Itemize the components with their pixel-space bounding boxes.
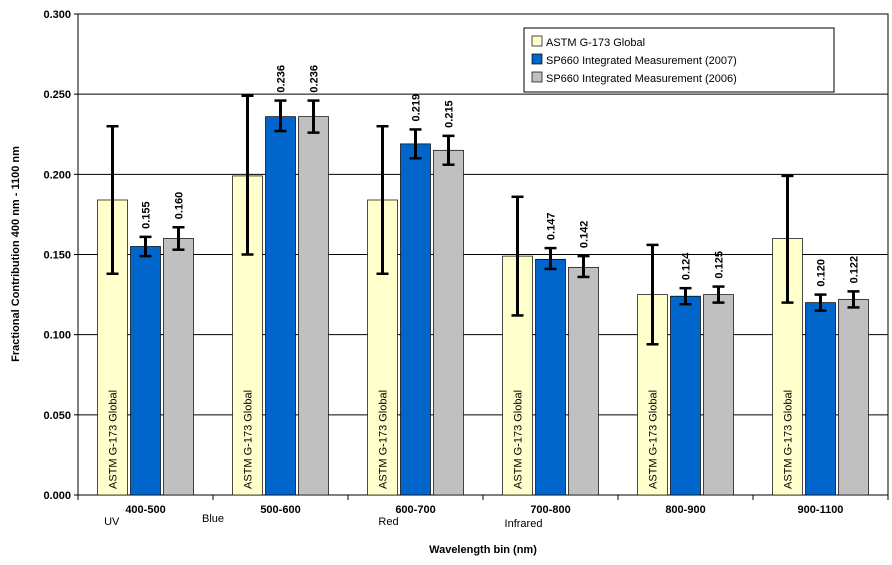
legend-swatch: [531, 35, 543, 47]
data-label: 0.124: [681, 252, 693, 280]
bar-3-700-800: [568, 266, 599, 496]
band-labels: UV Blue Red Infrared: [104, 513, 542, 530]
bar-3-800-900: [703, 294, 734, 496]
bar-3-600-700: [433, 149, 464, 496]
legend-entry: ASTM G-173 Global: [546, 37, 645, 49]
bar-2-400-500: [130, 246, 161, 496]
bar-2-700-800: [535, 258, 566, 496]
x-tick-label: 700-800: [530, 504, 570, 516]
data-label: 0.155: [141, 201, 153, 229]
x-tick-label: 900-1100: [798, 504, 844, 516]
legend: ASTM G-173 Global SP660 Integrated Measur…: [523, 27, 835, 93]
y-tick-label: 0.150: [43, 250, 71, 262]
bar-inner-label: ASTM G-173 Global: [108, 390, 120, 489]
bar-inner-label: ASTM G-173 Global: [783, 390, 795, 489]
y-axis-label: Fractional Contribution 400 nm - 1100 nm: [10, 146, 22, 362]
x-tick-label: 400-500: [125, 504, 165, 516]
y-tick-label: 0.050: [43, 410, 71, 422]
y-tick-label: 0.300: [43, 9, 71, 21]
data-label: 0.219: [411, 94, 423, 122]
data-label: 0.125: [714, 251, 726, 279]
bar-inner-label: ASTM G-173 Global: [513, 390, 525, 489]
data-label: 0.142: [579, 221, 591, 249]
y-tick-label: 0.200: [43, 169, 71, 181]
legend-swatch: [531, 53, 543, 65]
bar-inner-label: ASTM G-173 Global: [243, 390, 255, 489]
data-label: 0.147: [546, 213, 558, 241]
data-label: 0.160: [174, 192, 186, 220]
bar-inner-label: ASTM G-173 Global: [648, 390, 660, 489]
y-tick-label: 0.100: [43, 330, 71, 342]
legend-entry: SP660 Integrated Measurement (2006): [546, 73, 737, 85]
bar-3-900-1100: [838, 299, 869, 496]
x-axis-label: Wavelength bin (nm): [429, 544, 537, 556]
bar-2-900-1100: [805, 302, 836, 496]
bar-2-600-700: [400, 143, 431, 496]
grid-lines: [78, 93, 888, 416]
x-tick-label: 600-700: [395, 504, 435, 516]
bar-3-400-500: [163, 238, 194, 496]
data-label: 0.236: [276, 65, 288, 93]
legend-entry: SP660 Integrated Measurement (2007): [546, 55, 737, 67]
x-axis-ticks: 400-500 500-600 600-700 700-800 800-900 900-1…: [77, 495, 889, 516]
legend-swatch: [531, 71, 543, 83]
bar-2-500-600: [265, 116, 296, 496]
y-tick-label: 0.250: [43, 89, 71, 101]
band-label: UV: [104, 516, 120, 528]
band-label: Blue: [202, 513, 224, 525]
bar-inner-label: ASTM G-173 Global: [378, 390, 390, 489]
data-label: 0.122: [849, 256, 861, 284]
y-tick-label: 0.000: [43, 490, 71, 502]
x-tick-label: 800-900: [665, 504, 705, 516]
band-label: Infrared: [505, 518, 543, 530]
band-label: Red: [378, 516, 398, 528]
bar-3-500-600: [298, 116, 329, 496]
bar-2-800-900: [670, 295, 701, 496]
data-label: 0.120: [816, 259, 828, 287]
data-labels: ASTM G-173 Global 0.155 0.160 ASTM G-173 Gl…: [108, 65, 861, 489]
x-tick-label: 500-600: [260, 504, 300, 516]
error-bars: [106, 94, 860, 346]
legend-box: [523, 27, 835, 93]
y-axis-ticks: 0.000 0.050 0.100 0.150 0.200 0.250 0.300: [43, 9, 78, 502]
data-label: 0.215: [444, 100, 456, 128]
data-label: 0.236: [309, 65, 321, 93]
